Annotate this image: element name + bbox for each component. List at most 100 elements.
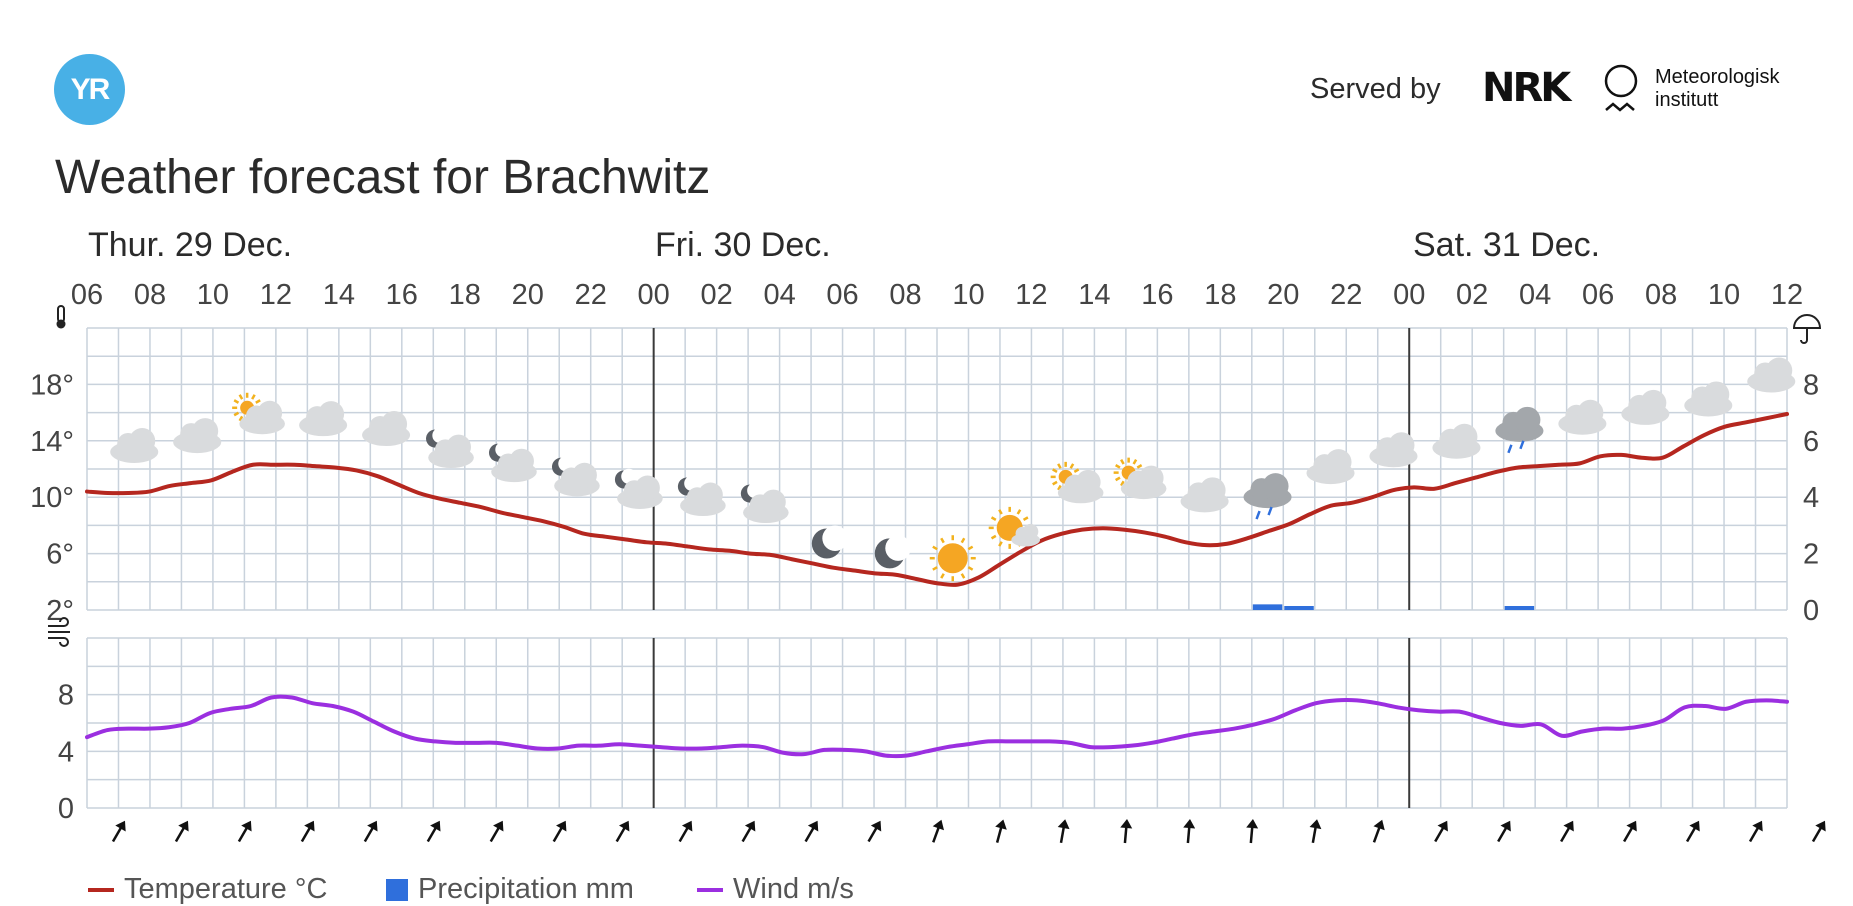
precipitation-bar	[1252, 604, 1283, 610]
x-tick-label: 14	[1078, 279, 1110, 311]
legend-wind: Wind m/s	[697, 873, 854, 906]
temperature-axis-label: 6°	[46, 539, 74, 571]
wind-arrow-icon	[615, 820, 630, 843]
sun-cloud-icon	[988, 506, 1041, 549]
yr-logo[interactable]: YR	[54, 54, 125, 125]
temperature-axis-label: 10°	[30, 482, 74, 514]
partly-cloudy-night-icon	[426, 427, 474, 469]
partly-cloudy-day-icon	[232, 392, 285, 435]
wind-arrow-icon	[1372, 819, 1385, 843]
wind-arrow-icon	[489, 820, 504, 843]
partly-cloudy-day-icon	[1050, 461, 1104, 504]
moon-icon	[874, 535, 911, 569]
day-label-saturday: Sat. 31 Dec.	[1413, 226, 1601, 264]
served-by-label: Served by	[1310, 73, 1441, 105]
wind-icon	[48, 617, 70, 647]
legend-temperature-swatch	[88, 887, 114, 892]
wind-arrow-icon	[867, 820, 882, 843]
cloud-icon	[1432, 423, 1481, 459]
x-tick-label: 10	[1708, 279, 1740, 311]
x-tick-label: 12	[260, 279, 292, 311]
precipitation-bar	[1284, 606, 1314, 610]
wind-axis-label: 8	[58, 680, 74, 712]
x-tick-label: 16	[386, 279, 418, 311]
partly-cloudy-night-icon	[489, 441, 537, 483]
day-label-friday: Fri. 30 Dec.	[655, 226, 831, 264]
wind-arrow-icon	[1309, 819, 1322, 844]
x-tick-label: 12	[1771, 279, 1803, 311]
met-institute-icon	[1604, 64, 1638, 112]
cloud-icon	[173, 418, 222, 454]
partly-cloudy-day-icon	[1113, 457, 1167, 500]
x-tick-label: 08	[889, 279, 921, 311]
partly-cloudy-night-icon	[740, 482, 789, 524]
umbrella-icon	[1792, 314, 1822, 344]
cloud-icon	[1558, 399, 1607, 435]
cloud-icon	[1747, 357, 1796, 393]
x-tick-label: 18	[1204, 279, 1236, 311]
page-title: Weather forecast for Brachwitz	[55, 151, 711, 204]
precipitation-axis-label: 8	[1803, 369, 1819, 401]
wind-axis-label: 0	[58, 793, 74, 825]
legend-precipitation-swatch	[386, 878, 408, 901]
temperature-axis-label: 14°	[30, 426, 74, 458]
legend-precipitation-label: Precipitation mm	[418, 873, 634, 905]
wind-arrow-icon	[1623, 820, 1637, 843]
wind-arrow-icon	[363, 820, 378, 843]
met-institute-logo[interactable]: Meteorologisk institutt	[1655, 66, 1780, 112]
legend-wind-swatch	[697, 887, 723, 892]
thermometer-icon	[56, 305, 66, 329]
met-name-line2: institutt	[1655, 89, 1719, 111]
met-name-line1: Meteorologisk	[1655, 66, 1780, 88]
nrk-logo[interactable]: NRK	[1482, 65, 1571, 111]
x-tick-label: 18	[449, 279, 481, 311]
x-tick-label: 06	[826, 279, 858, 311]
precipitation-axis-label: 6	[1803, 426, 1819, 458]
x-tick-label: 04	[763, 279, 795, 311]
wind-arrow-icon	[1183, 819, 1196, 844]
wind-arrow-icon	[1246, 819, 1259, 844]
x-tick-label: 02	[700, 279, 732, 311]
x-tick-label: 22	[1330, 279, 1362, 311]
cloud-icon	[1306, 449, 1355, 485]
x-tick-label: 10	[197, 279, 229, 311]
precipitation-axis-label: 0	[1803, 595, 1819, 627]
legend-precipitation: Precipitation mm	[386, 873, 634, 906]
x-tick-label: 08	[134, 279, 166, 311]
wind-arrow-icon	[1497, 820, 1511, 843]
precipitation-axis-label: 4	[1803, 482, 1819, 514]
x-tick-label: 20	[512, 279, 544, 311]
rain-cloud-icon	[1243, 473, 1292, 520]
precipitation-axis-label: 2	[1803, 539, 1819, 571]
x-tick-label: 08	[1645, 279, 1677, 311]
x-tick-label: 20	[1267, 279, 1299, 311]
temperature-line	[85, 412, 1789, 587]
wind-arrow-icon	[1057, 819, 1070, 844]
day-label-thursday: Thur. 29 Dec.	[88, 226, 293, 264]
cloud-icon	[110, 427, 159, 463]
cloud-icon	[299, 401, 348, 437]
wind-arrow-icon	[1748, 820, 1763, 843]
x-tick-label: 16	[1141, 279, 1173, 311]
wind-arrow-icon	[300, 820, 315, 843]
cloud-icon	[1684, 381, 1733, 417]
yr-logo-text: YR	[70, 72, 111, 106]
x-tick-label: 06	[1582, 279, 1614, 311]
rain-cloud-icon	[1495, 406, 1544, 454]
wind-axis-label: 4	[58, 736, 74, 768]
wind-arrow-icon	[1811, 820, 1826, 843]
wind-line	[85, 694, 1789, 759]
wind-arrow-icon	[1685, 820, 1700, 843]
wind-arrow-icon	[932, 819, 945, 843]
x-tick-label: 12	[1015, 279, 1047, 311]
wind-arrow-icon	[174, 820, 189, 843]
temperature-axis-label: 18°	[30, 369, 74, 401]
cloud-icon	[1369, 432, 1418, 468]
wind-arrow-icon	[237, 820, 252, 843]
wind-arrow-icon	[1560, 820, 1574, 843]
wind-arrow-icon	[426, 820, 441, 843]
wind-arrow-icon	[741, 820, 756, 843]
cloud-icon	[1180, 477, 1229, 513]
x-tick-label: 10	[952, 279, 984, 311]
